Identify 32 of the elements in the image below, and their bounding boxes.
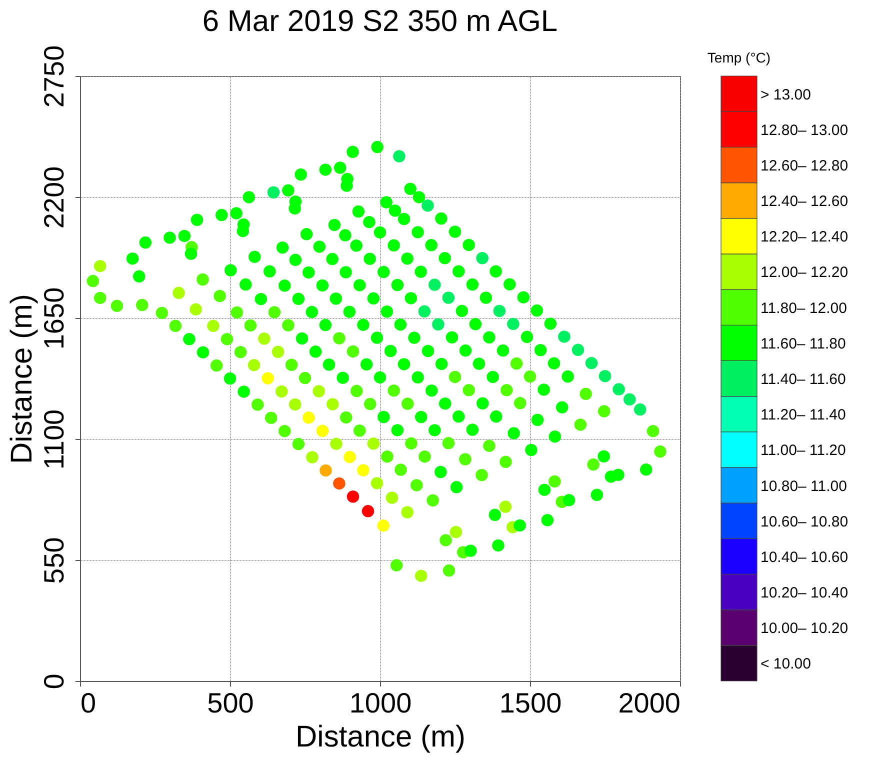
chart-title: 6 Mar 2019 S2 350 m AGL bbox=[202, 4, 558, 38]
y-axis-title: Distance (m) bbox=[6, 294, 38, 464]
color-bar-label: < 10.00 bbox=[760, 656, 811, 673]
color-bar-label: 12.40– 12.60 bbox=[760, 193, 848, 210]
color-bar-label: 10.80– 11.00 bbox=[760, 478, 847, 495]
color-bar-label: 10.40– 10.60 bbox=[760, 548, 848, 566]
y-tick-label: 1650 bbox=[38, 287, 70, 350]
x-tick-label: 0 bbox=[80, 688, 96, 718]
color-bar-label: 12.80– 13.00 bbox=[760, 122, 848, 139]
x-tick-label: 1000 bbox=[349, 688, 412, 718]
color-bar-label: 10.60– 10.80 bbox=[760, 513, 848, 530]
color-bar-label: 11.40– 11.60 bbox=[760, 371, 846, 388]
x-tick-label: 2000 bbox=[618, 688, 680, 718]
y-tick-label: 2200 bbox=[38, 166, 70, 229]
y-tick-label: 550 bbox=[38, 537, 70, 584]
y-tick-label: 1100 bbox=[38, 409, 70, 470]
y-tick-label: 0 bbox=[38, 674, 70, 690]
color-bar-label: 10.20– 10.40 bbox=[760, 584, 848, 602]
color-bar-label: 11.20– 11.40 bbox=[760, 406, 846, 424]
color-bar-title: Temp (°C) bbox=[707, 50, 771, 66]
color-bar-label: > 13.00 bbox=[760, 86, 811, 104]
x-tick-label: 1500 bbox=[499, 688, 562, 718]
color-bar-label: 11.60– 11.80 bbox=[760, 335, 846, 352]
x-tick-label: 500 bbox=[207, 688, 254, 718]
color-bar-label: 12.20– 12.40 bbox=[760, 228, 848, 246]
color-bar-label: 10.00– 10.20 bbox=[760, 620, 848, 638]
color-bar-label: 12.00– 12.20 bbox=[760, 264, 848, 282]
x-axis-title: Distance (m) bbox=[295, 720, 466, 754]
y-tick-label: 2750 bbox=[38, 45, 70, 108]
color-bar-label: 11.00– 11.20 bbox=[760, 442, 846, 460]
color-bar-label: 12.60– 12.80 bbox=[760, 157, 848, 174]
color-bar-label: 11.80– 12.00 bbox=[760, 300, 847, 317]
